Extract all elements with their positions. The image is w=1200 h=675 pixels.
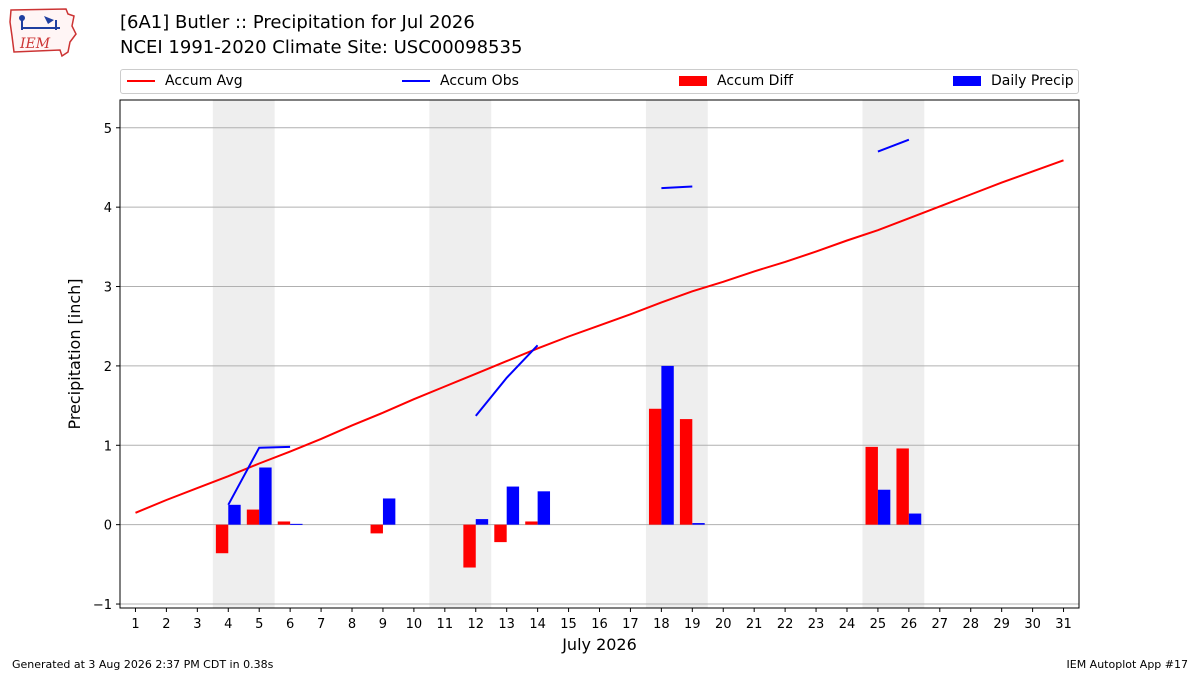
x-tick-label: 18 [653,617,670,632]
accum-diff-bar [215,524,229,554]
accum-diff-bar [679,419,693,525]
y-tick-label: 4 [104,201,112,216]
x-tick-label: 10 [406,617,423,632]
legend-label: Daily Precip [991,73,1074,89]
legend-label: Accum Avg [165,73,243,89]
legend-accum-avg: Accum Avg [127,73,243,89]
legend: Accum Avg Accum Obs Accum Diff Daily Pre… [120,69,1079,94]
x-tick-label: 5 [255,617,263,632]
legend-daily-precip: Daily Precip [953,73,1074,89]
accum-avg-line [135,159,1064,514]
legend-blue-box-icon [953,76,981,86]
accum-obs-line [475,344,539,417]
daily-precip-bar [382,498,396,525]
accum-obs-line [877,138,910,153]
accum-obs-line [661,185,693,190]
lines [135,138,1064,514]
x-tick-label: 9 [379,617,387,632]
x-tick-label: 24 [839,617,856,632]
weekend-band [429,100,492,608]
daily-precip-bar [877,489,891,525]
accum-diff-bar [463,524,476,568]
accum-diff-bar [865,446,878,525]
accum-diff-bar [896,448,909,525]
x-tick-label: 6 [286,617,294,632]
x-tick-label: 26 [901,617,918,632]
x-tick-label: 11 [437,617,454,632]
x-axis-label: July 2026 [561,635,637,654]
legend-label: Accum Obs [440,73,519,89]
x-tick-label: 3 [193,617,201,632]
chart-subtitle: NCEI 1991-2020 Climate Site: USC00098535 [120,37,523,58]
y-axis-ticks: −1 0 1 2 3 4 5 [93,122,120,613]
accum-obs-line [227,445,291,506]
x-tick-label: 7 [317,617,325,632]
y-tick-label: 3 [104,281,112,296]
weekend-band [862,100,925,608]
weekend-shading [212,100,925,608]
x-tick-label: 15 [560,617,577,632]
x-tick-label: 19 [684,617,701,632]
footer-generated: Generated at 3 Aug 2026 2:37 PM CDT in 0… [12,658,274,671]
daily-precip-bar [506,486,520,525]
x-tick-label: 21 [746,617,763,632]
x-tick-label: 28 [962,617,979,632]
accum-diff-bar [246,509,260,525]
daily-precip-bar [475,519,489,525]
y-tick-label: 2 [104,360,112,375]
svg-text:IEM: IEM [19,36,51,52]
chart-title: [6A1] Butler :: Precipitation for Jul 20… [120,12,475,33]
x-tick-label: 12 [467,617,484,632]
y-axis-label: Precipitation [inch] [65,278,84,429]
daily-precip-bar [908,513,922,525]
accum-diff-bar [277,521,291,525]
y-tick-label: 1 [104,439,112,454]
x-tick-label: 31 [1055,617,1072,632]
iem-logo: IEM [9,8,77,58]
bars [215,365,922,568]
footer-app: IEM Autoplot App #17 [1066,658,1189,671]
x-tick-label: 20 [715,617,732,632]
daily-precip-bar [259,467,272,525]
x-tick-label: 16 [591,617,608,632]
weekend-band [645,100,708,608]
legend-accum-obs: Accum Obs [402,73,519,89]
x-tick-label: 4 [224,617,232,632]
daily-precip-bar [290,523,303,525]
daily-precip-bar [228,504,241,525]
x-tick-label: 14 [529,617,546,632]
legend-red-box-icon [679,76,707,86]
x-tick-label: 1 [131,617,139,632]
x-tick-label: 29 [993,617,1010,632]
daily-precip-bar [661,365,674,525]
x-tick-label: 2 [162,617,170,632]
y-tick-label: −1 [93,598,112,613]
x-tick-label: 23 [808,617,825,632]
legend-blue-line-icon [402,80,430,82]
x-tick-label: 8 [348,617,356,632]
x-tick-label: 13 [498,617,515,632]
x-tick-label: 22 [777,617,794,632]
y-tick-label: 0 [104,519,112,534]
accum-diff-bar [525,521,538,525]
x-tick-label: 30 [1024,617,1041,632]
accum-diff-bar [370,524,383,534]
accum-diff-bar [648,408,662,525]
x-axis-ticks: 1 2 3 4 5 6 7 8 9 10 11 12 13 14 15 16 17 18 19 20 21 22 23 24 2… [131,608,1072,632]
legend-red-line-icon [127,80,155,82]
legend-accum-diff: Accum Diff [679,73,793,89]
y-tick-label: 5 [104,122,112,137]
legend-label: Accum Diff [717,73,794,89]
x-tick-label: 25 [870,617,887,632]
x-tick-label: 27 [932,617,949,632]
daily-precip-bar [692,523,705,525]
x-tick-label: 17 [622,617,639,632]
accum-diff-bar [494,524,507,543]
daily-precip-bar [537,491,551,525]
